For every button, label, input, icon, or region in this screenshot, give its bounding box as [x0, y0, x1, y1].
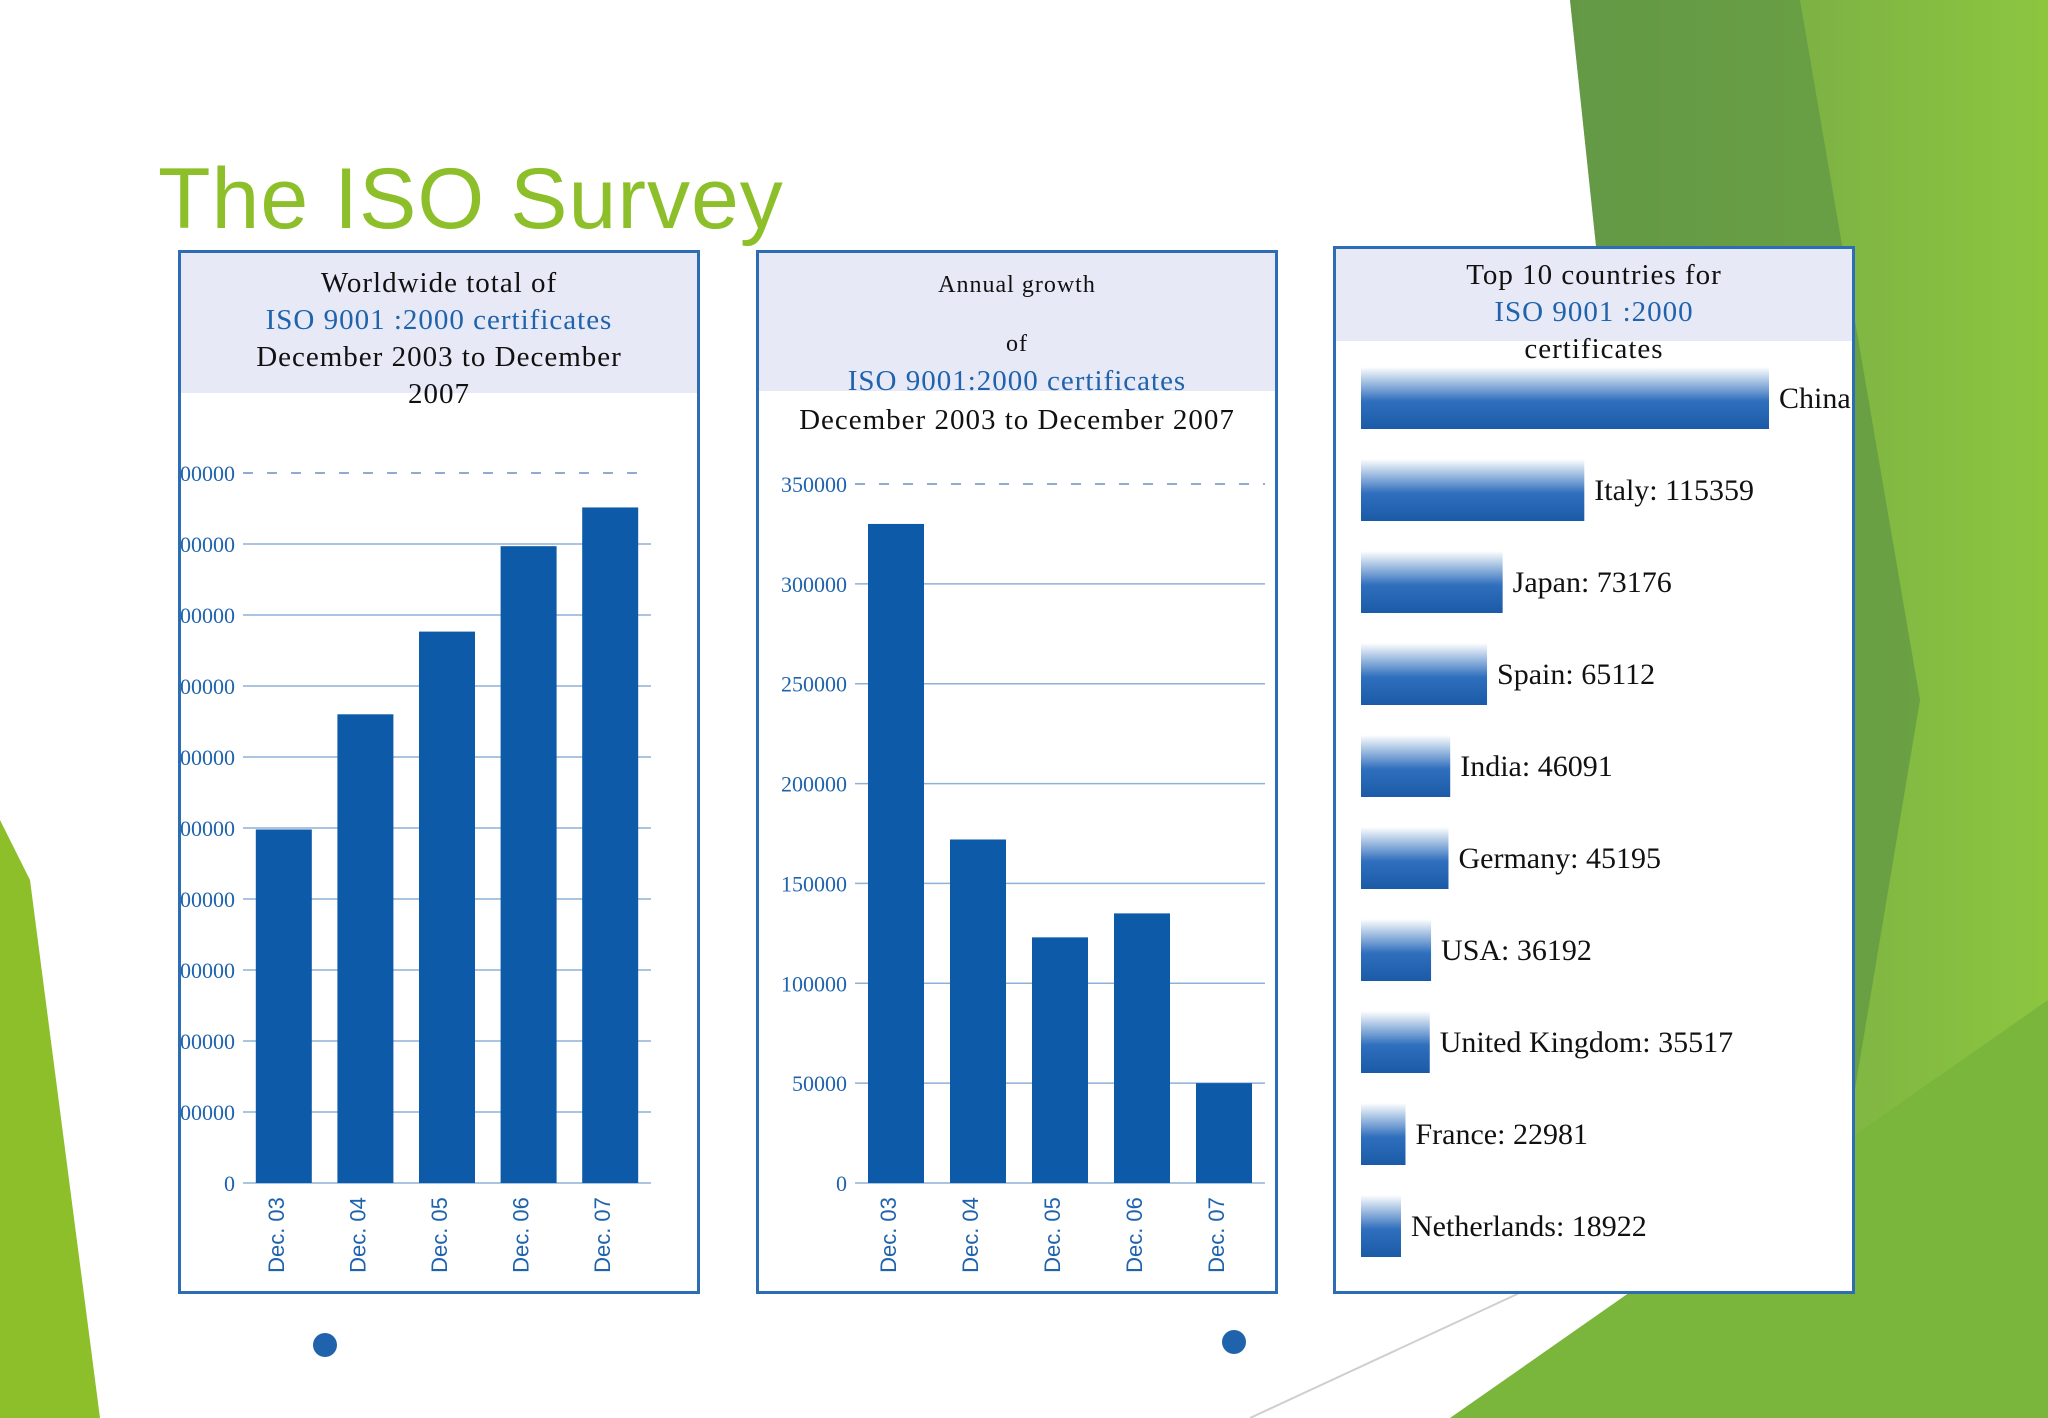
- bar: [1361, 1195, 1401, 1257]
- bar: [500, 546, 557, 1183]
- bar: [582, 507, 639, 1183]
- x-tick-label: Dec. 07: [590, 1197, 615, 1273]
- header-line-1: Top 10 countries for: [1466, 259, 1722, 291]
- x-tick-label: Dec. 04: [958, 1197, 983, 1273]
- annual-growth-panel: Annual growth of ISO 9001:2000 certifica…: [756, 250, 1278, 1294]
- y-tick-label: 300000: [781, 572, 847, 597]
- country-label: Netherlands: 18922: [1411, 1210, 1647, 1243]
- y-tick-label: 100000: [181, 1100, 235, 1125]
- bar: [255, 829, 312, 1183]
- worldwide-total-header: Worldwide total of ISO 9001 :2000 certif…: [181, 253, 697, 410]
- y-tick-label: 1000000: [181, 461, 235, 486]
- annual-growth-chart: 0 50000 100000 150000 200000 250000 300000 3500…: [781, 472, 1265, 1273]
- bar: [1361, 919, 1432, 981]
- country-label: Italy: 115359: [1594, 474, 1754, 507]
- header-line-2: ISO 9001 :2000 certificates: [265, 304, 613, 336]
- bar: [1361, 367, 1769, 429]
- bar: [1361, 551, 1503, 613]
- bar: [337, 714, 394, 1183]
- country-label: India: 46091: [1460, 750, 1612, 783]
- country-label: China: 210773: [1779, 382, 1852, 415]
- annual-growth-header: Annual growth of ISO 9001:2000 certifica…: [759, 253, 1275, 439]
- bar: [1196, 1083, 1252, 1183]
- top-countries-chart: China: 210773 Italy: 115359 Japan: 73176 Sp…: [1361, 367, 1852, 1257]
- y-tick-label: 200000: [781, 772, 847, 797]
- header-line-2: ISO 9001 :2000: [1494, 296, 1694, 328]
- header-line-3: certificates: [1524, 333, 1664, 365]
- x-tick-label: Dec. 06: [509, 1197, 534, 1273]
- x-tick-label: Dec. 03: [264, 1197, 289, 1273]
- x-tick-label: Dec. 07: [1204, 1197, 1229, 1273]
- header-line-1: Annual growth: [938, 272, 1096, 298]
- y-tick-label: 50000: [792, 1071, 847, 1096]
- country-label: France: 22981: [1415, 1118, 1587, 1151]
- bar: [1361, 1103, 1406, 1165]
- y-tick-label: 300000: [181, 958, 235, 983]
- x-tick-label: Dec. 03: [876, 1197, 901, 1273]
- header-line-4: 2007: [408, 378, 470, 410]
- x-tick-label: Dec. 05: [1040, 1197, 1065, 1273]
- bar: [1114, 913, 1170, 1183]
- y-tick-label: 0: [224, 1171, 235, 1196]
- y-tick-label: 500000: [181, 816, 235, 841]
- bar: [1032, 937, 1088, 1183]
- y-tick-label: 150000: [781, 871, 847, 896]
- header-line-3: December 2003 to December: [256, 341, 622, 373]
- country-label: Spain: 65112: [1497, 658, 1655, 691]
- x-tick-label: Dec. 05: [427, 1197, 452, 1273]
- top-countries-header: Top 10 countries for ISO 9001 :2000 cert…: [1336, 249, 1852, 365]
- bullet-dot: [313, 1333, 337, 1357]
- y-tick-label: 600000: [181, 745, 235, 770]
- worldwide-total-chart: 0 100000 200000 300000 400000 500000 600000 700…: [181, 461, 651, 1273]
- x-tick-label: Dec. 04: [345, 1197, 370, 1273]
- bar: [419, 631, 475, 1183]
- header-line-3: ISO 9001:2000 certificates: [847, 365, 1187, 397]
- bullet-dot: [1222, 1330, 1246, 1354]
- bar: [1361, 1011, 1430, 1073]
- country-label: USA: 36192: [1441, 934, 1592, 967]
- y-tick-label: 0: [836, 1171, 847, 1196]
- bar: [950, 839, 1006, 1183]
- bar: [1361, 643, 1488, 705]
- y-tick-label: 200000: [181, 1029, 235, 1054]
- y-tick-label: 900000: [181, 532, 235, 557]
- y-tick-label: 800000: [181, 603, 235, 628]
- x-tick-label: Dec. 06: [1122, 1197, 1147, 1273]
- y-tick-label: 100000: [781, 971, 847, 996]
- slide-title: The ISO Survey: [158, 151, 784, 247]
- top-countries-panel: Top 10 countries for ISO 9001 :2000 cert…: [1333, 246, 1855, 1294]
- country-label: Japan: 73176: [1513, 566, 1672, 599]
- bar: [1361, 735, 1451, 797]
- y-tick-label: 400000: [181, 887, 235, 912]
- country-label: United Kingdom: 35517: [1440, 1026, 1733, 1059]
- green-shape-left: [0, 820, 100, 1418]
- bar: [1361, 827, 1449, 889]
- header-line-1: Worldwide total of: [320, 267, 558, 299]
- header-line-4: December 2003 to December 2007: [759, 402, 1275, 439]
- bar: [868, 523, 924, 1183]
- country-label: Germany: 45195: [1458, 842, 1660, 875]
- bar: [1361, 459, 1585, 521]
- header-line-2: of: [1006, 331, 1028, 357]
- y-tick-label: 250000: [781, 672, 847, 697]
- y-tick-label: 350000: [781, 472, 847, 497]
- worldwide-total-panel: Worldwide total of ISO 9001 :2000 certif…: [178, 250, 700, 1294]
